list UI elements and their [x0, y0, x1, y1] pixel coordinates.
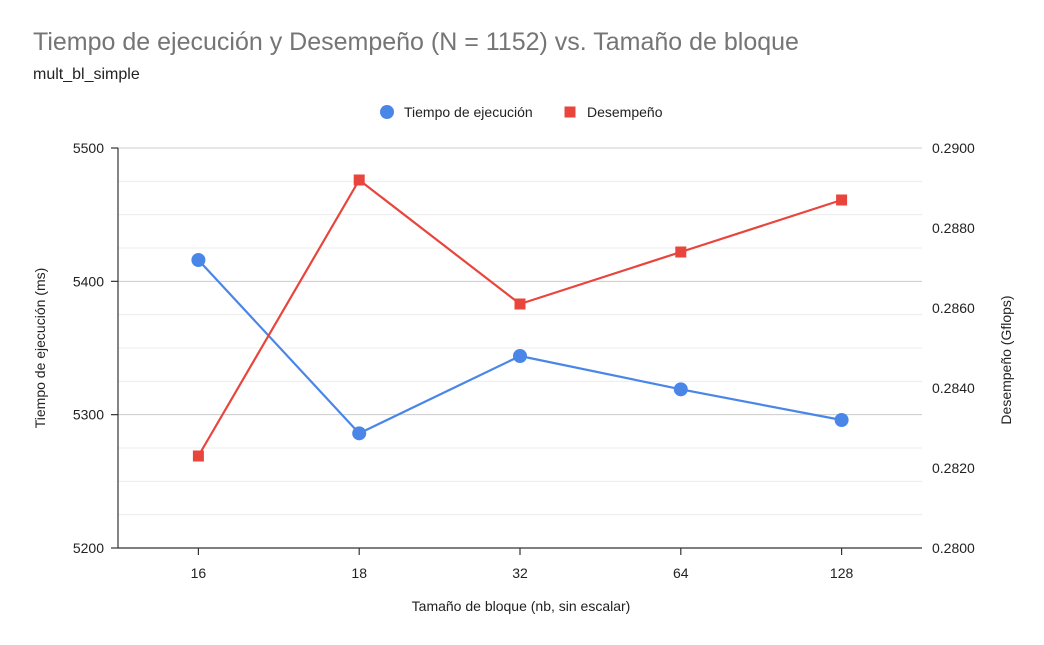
- legend: Tiempo de ejecución Desempeño: [380, 104, 663, 120]
- data-point-square: [836, 194, 848, 206]
- legend-marker-square: [564, 106, 576, 118]
- data-point-square: [192, 450, 204, 462]
- chart-title: Tiempo de ejecución y Desempeño (N = 115…: [33, 28, 799, 56]
- right-tick-label: 0.2880: [932, 220, 975, 236]
- left-axis-label: Tiempo de ejecución (ms): [32, 268, 48, 429]
- data-point-circle: [834, 413, 849, 427]
- data-point-square: [353, 174, 365, 186]
- legend-label: Tiempo de ejecución: [404, 104, 533, 120]
- x-axis-label: Tamaño de bloque (nb, sin escalar): [412, 598, 631, 614]
- chart-subtitle: mult_bl_simple: [33, 66, 140, 83]
- data-point-square: [514, 298, 526, 310]
- series-layer: [191, 174, 849, 462]
- right-axis-label: Desempeño (Gflops): [998, 295, 1014, 424]
- right-tick-label: 0.2840: [932, 380, 975, 396]
- x-tick-label: 32: [512, 565, 528, 581]
- x-tick-label: 64: [673, 565, 689, 581]
- series-line-left: [197, 259, 842, 435]
- gridlines: [118, 147, 922, 516]
- left-tick-label: 5300: [73, 407, 104, 423]
- left-axis-ticks: 5200 5300 5400 5500: [73, 140, 118, 556]
- data-point-circle: [191, 253, 206, 267]
- x-tick-label: 128: [830, 565, 854, 581]
- x-tick-label: 16: [191, 565, 207, 581]
- left-tick-label: 5200: [73, 540, 104, 556]
- right-tick-label: 0.2820: [932, 460, 975, 476]
- right-axis-ticks: 0.2800 0.2820 0.2840 0.2860 0.2880 0.2900: [932, 140, 975, 556]
- right-tick-label: 0.2800: [932, 540, 975, 556]
- data-point-circle: [352, 426, 367, 441]
- data-point-circle: [513, 349, 527, 363]
- x-axis-ticks: 16 18 32 64 128: [191, 548, 854, 581]
- x-tick-label: 18: [351, 565, 367, 581]
- right-tick-label: 0.2900: [932, 140, 975, 156]
- right-tick-label: 0.2860: [932, 300, 975, 316]
- legend-marker-circle: [380, 105, 394, 119]
- data-point-circle: [673, 382, 688, 397]
- data-point-square: [675, 246, 687, 258]
- left-tick-label: 5400: [73, 273, 104, 289]
- legend-label: Desempeño: [587, 104, 663, 120]
- left-tick-label: 5500: [73, 140, 104, 156]
